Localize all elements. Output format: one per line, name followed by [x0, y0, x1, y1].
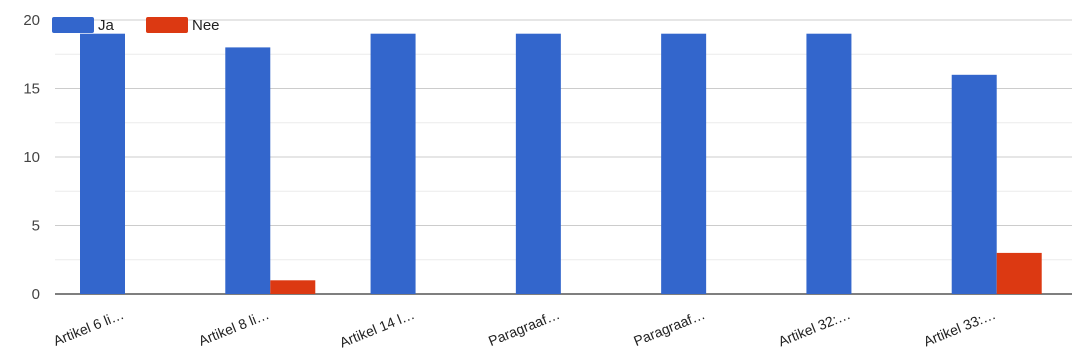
x-category-label: Artikel 6 li…: [51, 306, 126, 349]
x-category-label: Artikel 8 li…: [196, 306, 271, 349]
bar-nee-2[interactable]: [270, 280, 316, 294]
x-category-label: Artikel 33:…: [921, 306, 998, 349]
x-category-label: Artikel 14 l…: [337, 306, 417, 351]
bar-ja-7[interactable]: [951, 74, 997, 294]
bar-ja-2[interactable]: [225, 47, 271, 295]
legend-label: Ja: [98, 17, 115, 34]
x-axis-category-labels: Artikel 6 li… Artikel 8 li… Artikel 14 l… P…: [51, 306, 998, 351]
bar-ja-5[interactable]: [661, 33, 707, 294]
bar-nee-7[interactable]: [996, 252, 1042, 294]
y-tick-label: 15: [23, 81, 40, 98]
bar-ja-1[interactable]: [80, 33, 125, 294]
bars: [80, 33, 1042, 295]
x-category-label: Paragraaf…: [486, 306, 562, 349]
bar-ja-4[interactable]: [515, 33, 561, 294]
bar-ja-6[interactable]: [806, 33, 852, 294]
legend-item-ja[interactable]: Ja: [52, 17, 115, 34]
grid-lines: [55, 19, 1072, 295]
y-tick-label: 5: [32, 218, 40, 235]
legend-label: Nee: [192, 17, 220, 34]
legend-swatch: [146, 17, 188, 33]
bar-ja-3[interactable]: [370, 33, 416, 294]
x-category-label: Artikel 32:…: [776, 306, 853, 349]
y-tick-label: 10: [23, 149, 40, 166]
x-category-label: Paragraaf…: [631, 306, 707, 349]
legend-item-nee[interactable]: Nee: [146, 17, 220, 34]
y-axis-tick-labels: 0 5 10 15 20: [23, 12, 40, 303]
legend[interactable]: Ja Nee: [52, 17, 220, 34]
y-tick-label: 0: [32, 286, 40, 303]
y-tick-label: 20: [23, 12, 40, 29]
legend-swatch: [52, 17, 94, 33]
